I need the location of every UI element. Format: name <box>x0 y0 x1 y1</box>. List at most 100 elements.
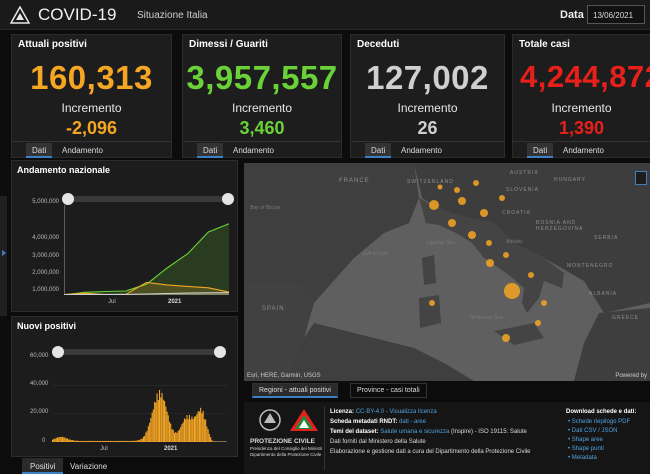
daily-bar <box>207 429 209 442</box>
daily-bar <box>96 440 98 442</box>
daily-bar <box>210 437 212 442</box>
tab-andamento[interactable]: Andamento <box>62 146 103 155</box>
protezione-civile-logo <box>10 6 30 24</box>
series-line <box>64 292 229 295</box>
download-link[interactable]: • Schede riepilogo PDF <box>568 419 631 425</box>
slider-handle-end[interactable] <box>214 346 226 358</box>
region-bubble <box>429 300 435 306</box>
card-value: 3,957,557 <box>186 59 338 96</box>
daily-bar <box>206 426 208 442</box>
x-tick: 2021 <box>164 446 178 452</box>
date-label: Data <box>560 9 584 21</box>
download-link[interactable]: • Shape aree <box>568 437 603 443</box>
daily-bar <box>122 441 124 442</box>
tab-province[interactable]: Province - casi totali <box>350 383 427 398</box>
map-powered-by[interactable]: Powered by <box>615 373 647 379</box>
daily-bar <box>183 418 185 442</box>
daily-bar <box>63 437 65 442</box>
daily-bar <box>162 399 164 442</box>
daily-bar <box>211 439 213 442</box>
tab-dati[interactable]: Dati <box>26 143 53 158</box>
tab-dati[interactable]: Dati <box>527 143 554 158</box>
region-bubble <box>504 283 520 299</box>
region-bubble <box>429 200 439 210</box>
map-label-serbia: SERBIA <box>594 235 619 241</box>
download-link[interactable]: • Shape punti <box>568 446 604 452</box>
tab-dati[interactable]: Dati <box>365 143 392 158</box>
map-label-spain: SPAIN <box>262 306 285 312</box>
scheda-link[interactable]: dati - aree <box>399 419 427 425</box>
y-tick: 5,000,000 <box>32 199 59 205</box>
tab-regioni[interactable]: Regioni - attuali positivi <box>252 383 338 398</box>
daily-bar <box>164 401 166 442</box>
licenza-link[interactable]: CC-BY-4.0 - Visualizza licenza <box>355 409 437 415</box>
daily-bar <box>196 414 198 442</box>
map-basemap <box>244 163 650 381</box>
slider-handle-start[interactable] <box>62 193 74 205</box>
daily-bar <box>176 432 178 442</box>
daily-bar <box>106 441 108 442</box>
tab-andamento[interactable]: Andamento <box>563 146 604 155</box>
daily-bar <box>111 441 113 442</box>
daily-bar <box>177 430 179 442</box>
daily-bar <box>94 440 96 442</box>
slider-handle-start[interactable] <box>52 346 64 358</box>
download-link[interactable]: • Dati CSV / JSON <box>568 428 618 434</box>
daily-bar <box>121 440 123 442</box>
data-management-line: Elaborazione e gestione dati a cura del … <box>330 449 531 455</box>
region-bubble <box>502 334 510 342</box>
date-select[interactable]: 13/06/2021 <box>587 5 645 24</box>
tab-andamento[interactable]: Andamento <box>401 146 442 155</box>
scheda-label: Scheda metadati RNDT: <box>330 419 398 425</box>
daily-bar <box>81 441 83 442</box>
daily-bar <box>151 412 153 442</box>
daily-bar <box>182 422 184 442</box>
time-range-slider[interactable] <box>52 346 226 358</box>
daily-bar <box>157 400 159 442</box>
daily-bar <box>113 440 115 442</box>
download-link[interactable]: • Metadata <box>568 455 597 461</box>
card-title: Dimessi / Guariti <box>189 39 268 50</box>
temi-link[interactable]: Salute umana e sicurezza <box>380 429 450 435</box>
card-deceduti: Deceduti 127,002 Incremento 26 Dati Anda… <box>350 34 505 158</box>
card-increment-value: 3,460 <box>239 118 285 138</box>
tab-dati[interactable]: Dati <box>197 143 224 158</box>
tab-andamento[interactable]: Andamento <box>233 146 274 155</box>
daily-bar <box>60 437 62 442</box>
daily-bar <box>208 433 210 442</box>
card-tabs: Dati Andamento <box>12 141 171 158</box>
daily-bar <box>101 440 103 442</box>
series-area <box>64 223 229 295</box>
daily-bar <box>149 422 151 442</box>
y-tick: 60,000 <box>30 353 49 359</box>
daily-bar <box>99 440 101 442</box>
daily-bar <box>188 415 190 442</box>
tab-positivi[interactable]: Positivi <box>22 458 64 474</box>
temi-label: Temi del dataset: <box>330 429 379 435</box>
map-tabs: Regioni - attuali positivi Province - ca… <box>244 381 650 400</box>
daily-bar <box>139 439 141 442</box>
list-icon[interactable] <box>635 171 647 185</box>
daily-bar <box>65 438 67 442</box>
card-increment-value: -2,096 <box>65 118 118 138</box>
daily-bar <box>104 440 106 442</box>
daily-bar <box>203 419 205 442</box>
daily-bar <box>124 440 126 442</box>
series-area <box>64 282 229 295</box>
daily-bar <box>142 436 144 442</box>
time-range-slider[interactable] <box>62 193 234 205</box>
daily-bar <box>161 392 163 442</box>
daily-bar <box>186 415 188 442</box>
side-panel-handle[interactable] <box>0 196 7 316</box>
map-view[interactable]: FRANCE SWITZERLAND AUSTRIA HUNGARY SLOVE… <box>244 163 650 381</box>
slider-handle-end[interactable] <box>222 193 234 205</box>
daily-bar <box>59 437 61 442</box>
tab-variazione[interactable]: Variazione <box>70 462 108 471</box>
daily-bar <box>116 441 118 442</box>
daily-bar <box>192 419 194 442</box>
licenza-label: Licenza: <box>330 409 355 415</box>
daily-bar <box>95 441 97 442</box>
map-label-austria: AUSTRIA <box>510 170 539 176</box>
region-bubble <box>454 187 460 193</box>
region-bubble <box>437 184 443 190</box>
